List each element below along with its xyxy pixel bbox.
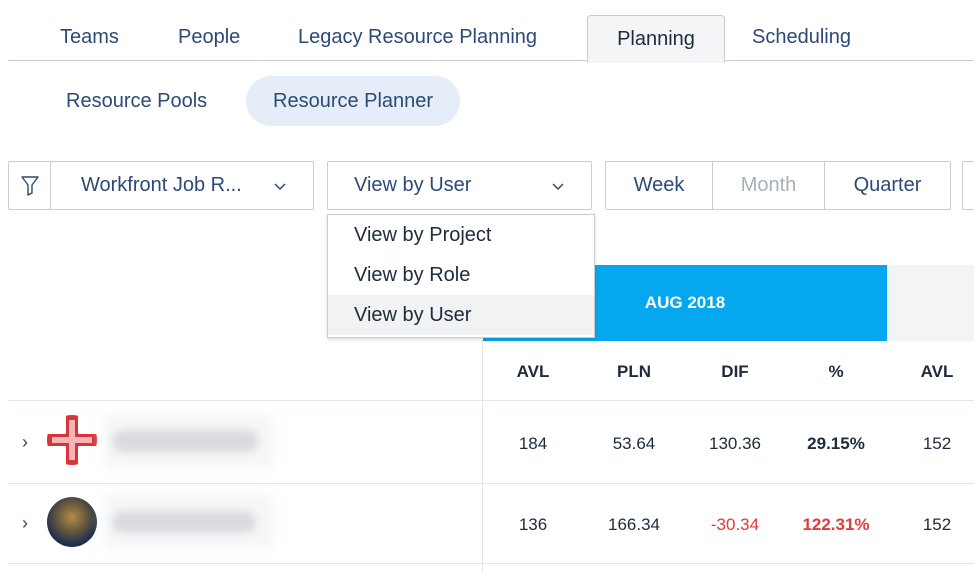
cell-avl: 184 xyxy=(518,434,548,453)
cell-avl-next: 152 xyxy=(922,515,952,534)
cell-dif: -30.34 xyxy=(710,515,760,534)
column-header-pln: PLN xyxy=(617,362,651,381)
column-divider xyxy=(482,340,483,572)
subtab-resource-planner[interactable]: Resource Planner xyxy=(246,76,461,126)
menu-item-view-by-role[interactable]: View by Role xyxy=(354,264,471,286)
tab-people[interactable]: People xyxy=(178,26,241,48)
view-select-value: View by User xyxy=(354,174,472,196)
tab-scheduling[interactable]: Scheduling xyxy=(752,26,851,48)
expand-row-icon[interactable]: › xyxy=(22,513,28,533)
cell-avl: 136 xyxy=(518,515,548,534)
chevron-down-icon xyxy=(274,183,286,191)
cell-avl-next: 152 xyxy=(922,434,952,453)
avatar xyxy=(47,497,97,547)
user-name-redacted xyxy=(112,430,258,452)
period-quarter-button[interactable]: Quarter xyxy=(824,161,951,210)
subtab-resource-pools[interactable]: Resource Pools xyxy=(66,90,208,112)
filter-icon xyxy=(20,175,39,196)
chevron-down-icon xyxy=(552,183,564,191)
view-select[interactable]: View by User xyxy=(327,161,592,210)
tab-planning[interactable]: Planning xyxy=(587,15,725,63)
column-header-avl: AVL xyxy=(516,362,550,381)
menu-item-view-by-project[interactable]: View by Project xyxy=(354,224,492,246)
column-header-dif: DIF xyxy=(721,362,749,381)
period-month-button[interactable]: Month xyxy=(712,161,825,210)
cell-dif: 130.36 xyxy=(709,434,761,453)
top-tabs: Teams People Legacy Resource Planning Pl… xyxy=(0,0,974,63)
job-role-select[interactable]: Workfront Job R... xyxy=(50,161,314,210)
tabs-divider xyxy=(8,60,974,61)
row-divider xyxy=(8,400,974,401)
menu-item-view-by-user[interactable]: View by User xyxy=(328,295,594,335)
toolbar-extra-control[interactable] xyxy=(962,161,974,210)
job-role-select-value: Workfront Job R... xyxy=(81,174,242,196)
column-header-avl-next: AVL xyxy=(920,362,954,381)
avatar xyxy=(47,415,97,465)
next-month-header xyxy=(887,265,974,341)
cell-pct: 122.31% xyxy=(802,515,870,534)
view-dropdown-menu: View by Project View by Role View by Use… xyxy=(327,214,595,338)
expand-row-icon[interactable]: › xyxy=(22,432,28,452)
filter-button[interactable] xyxy=(8,161,51,210)
row-divider xyxy=(8,563,974,564)
row-divider xyxy=(8,483,974,484)
cell-pln: 53.64 xyxy=(612,434,656,453)
cell-pln: 166.34 xyxy=(608,515,660,534)
tab-teams[interactable]: Teams xyxy=(60,26,119,48)
cell-pct: 29.15% xyxy=(807,434,865,453)
column-header-pct: % xyxy=(828,362,844,381)
user-name-redacted xyxy=(112,511,256,533)
tab-legacy-resource-planning[interactable]: Legacy Resource Planning xyxy=(298,26,538,48)
period-week-button[interactable]: Week xyxy=(605,161,713,210)
